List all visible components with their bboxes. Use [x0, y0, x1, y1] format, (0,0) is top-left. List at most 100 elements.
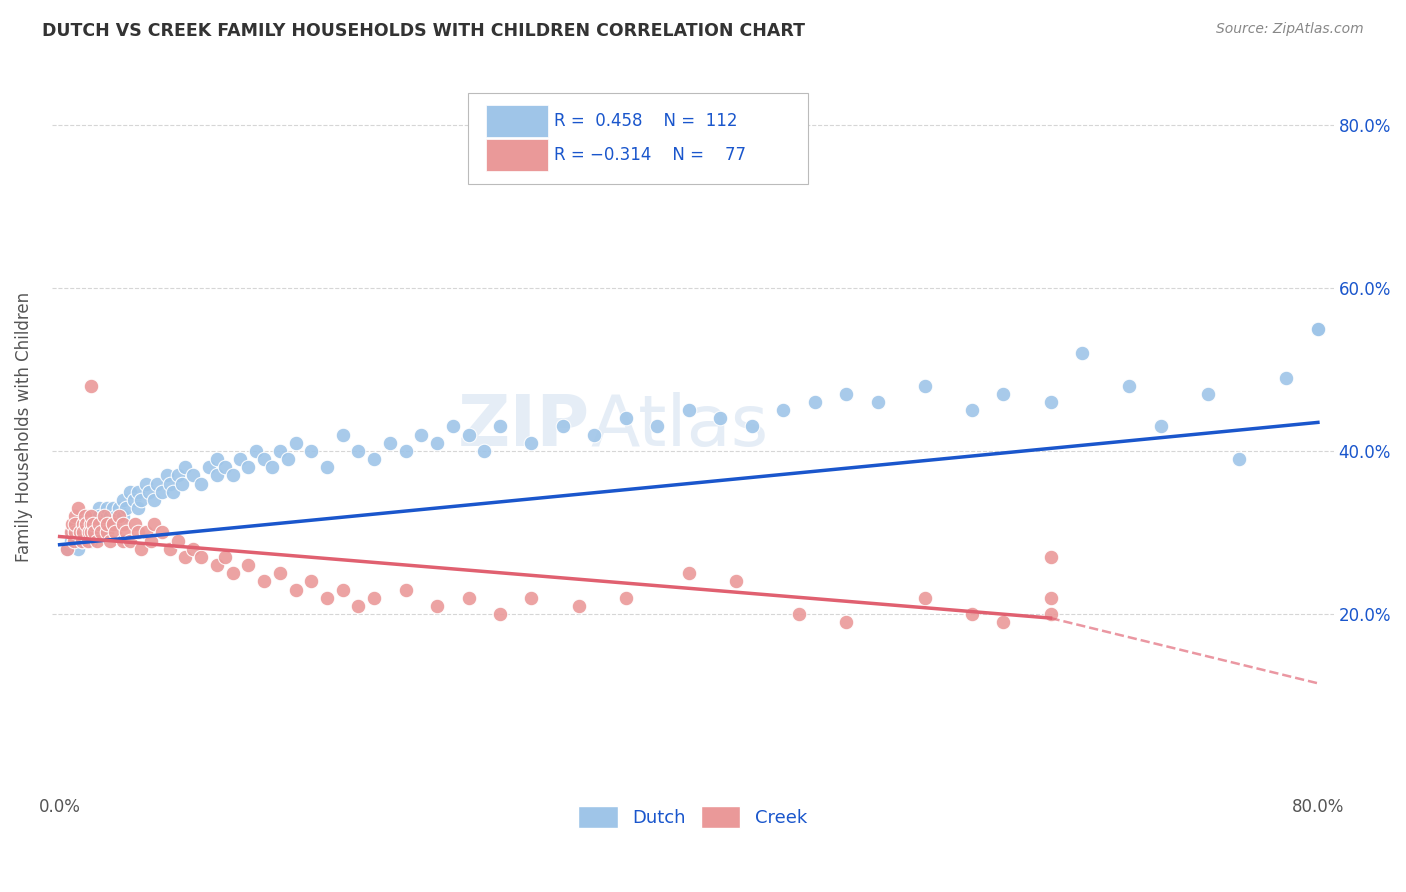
Point [724, 574, 747, 589]
Point [80, 533, 103, 548]
Text: R =  0.458    N =  112: R = 0.458 N = 112 [554, 112, 738, 130]
Point [166, 533, 188, 548]
Point [60, 517, 83, 532]
Point [347, 599, 370, 613]
Point [1039, 395, 1062, 409]
Point [70, 533, 93, 548]
Point [332, 582, 354, 597]
Point [159, 476, 181, 491]
Point [363, 452, 385, 467]
Point [614, 411, 637, 425]
Point [277, 452, 299, 467]
Point [65, 533, 87, 548]
Point [245, 444, 267, 458]
Point [378, 435, 401, 450]
Point [98, 509, 121, 524]
Point [59, 525, 82, 540]
Point [1039, 591, 1062, 605]
Point [72, 517, 94, 532]
Point [914, 591, 936, 605]
Point [96, 501, 118, 516]
Point [122, 492, 145, 507]
Point [146, 476, 169, 491]
Point [135, 476, 157, 491]
Point [87, 509, 110, 524]
Point [803, 395, 825, 409]
Point [83, 525, 105, 540]
Point [914, 378, 936, 392]
Point [238, 460, 260, 475]
Point [214, 460, 236, 475]
Point [993, 387, 1015, 401]
Point [166, 468, 188, 483]
Point [678, 566, 700, 581]
Point [260, 460, 283, 475]
Point [72, 509, 94, 524]
FancyBboxPatch shape [468, 93, 808, 185]
Point [299, 444, 322, 458]
Point [86, 533, 108, 548]
Point [181, 541, 204, 556]
Point [82, 517, 104, 532]
Point [678, 403, 700, 417]
Point [395, 582, 418, 597]
Point [960, 403, 983, 417]
Text: Source: ZipAtlas.com: Source: ZipAtlas.com [1216, 22, 1364, 37]
Point [159, 541, 181, 556]
Point [83, 509, 105, 524]
Point [395, 444, 418, 458]
Point [772, 403, 794, 417]
Point [65, 517, 87, 532]
Point [111, 509, 134, 524]
Point [162, 484, 184, 499]
Point [150, 525, 173, 540]
Point [787, 607, 810, 621]
Point [150, 484, 173, 499]
Point [77, 509, 100, 524]
Point [284, 582, 307, 597]
Point [101, 501, 124, 516]
Point [89, 525, 111, 540]
Point [77, 533, 100, 548]
Point [120, 484, 142, 499]
Point [284, 435, 307, 450]
FancyBboxPatch shape [486, 139, 548, 171]
Text: Atlas: Atlas [591, 392, 769, 461]
Point [62, 533, 84, 548]
Point [104, 525, 127, 540]
Point [98, 533, 121, 548]
Point [299, 574, 322, 589]
Point [190, 549, 212, 564]
Point [65, 517, 87, 532]
Point [80, 509, 103, 524]
Legend: Dutch, Creek: Dutch, Creek [571, 799, 814, 836]
Point [1275, 370, 1298, 384]
Point [96, 517, 118, 532]
Point [131, 541, 153, 556]
Point [127, 484, 149, 499]
Point [363, 591, 385, 605]
Point [75, 517, 97, 532]
Point [80, 517, 103, 532]
Point [181, 468, 204, 483]
Point [120, 533, 142, 548]
Point [457, 591, 479, 605]
Point [205, 452, 228, 467]
Point [205, 468, 228, 483]
Point [1149, 419, 1171, 434]
Point [741, 419, 763, 434]
Point [80, 509, 103, 524]
Point [65, 525, 87, 540]
Point [155, 468, 177, 483]
Point [65, 525, 87, 540]
Point [316, 460, 339, 475]
Text: ZIP: ZIP [458, 392, 591, 461]
Point [114, 501, 136, 516]
Point [80, 378, 103, 392]
Point [198, 460, 221, 475]
Point [65, 509, 87, 524]
Point [72, 517, 94, 532]
Point [80, 525, 103, 540]
Point [101, 517, 124, 532]
Point [79, 517, 101, 532]
